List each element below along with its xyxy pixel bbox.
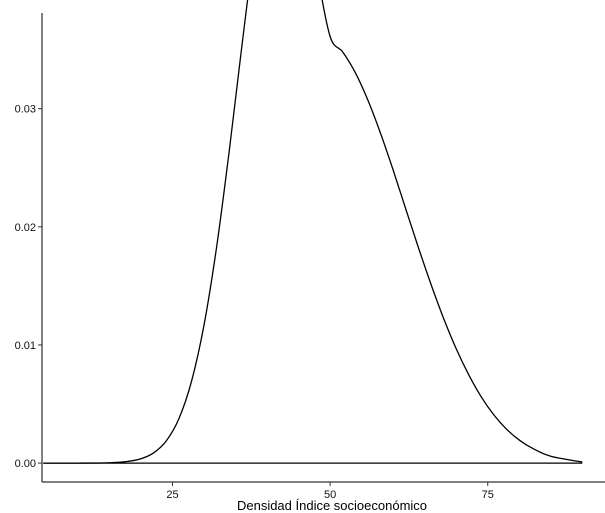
y-ticks: 0.00 0.01 0.02 0.03 (15, 104, 42, 470)
density-curve (43, 0, 583, 464)
x-axis-title: Densidad Índice socioeconómico (237, 498, 427, 513)
x-tick-label: 25 (166, 489, 178, 501)
x-tick-label: 75 (482, 489, 494, 501)
y-tick-label: 0.00 (15, 458, 36, 470)
axes (41, 13, 605, 483)
y-tick-label: 0.03 (15, 104, 36, 116)
y-tick-label: 0.01 (15, 340, 36, 352)
x-ticks: 25 50 75 (166, 482, 494, 501)
x-tick-label: 50 (324, 489, 336, 501)
y-tick-label: 0.02 (15, 222, 36, 234)
